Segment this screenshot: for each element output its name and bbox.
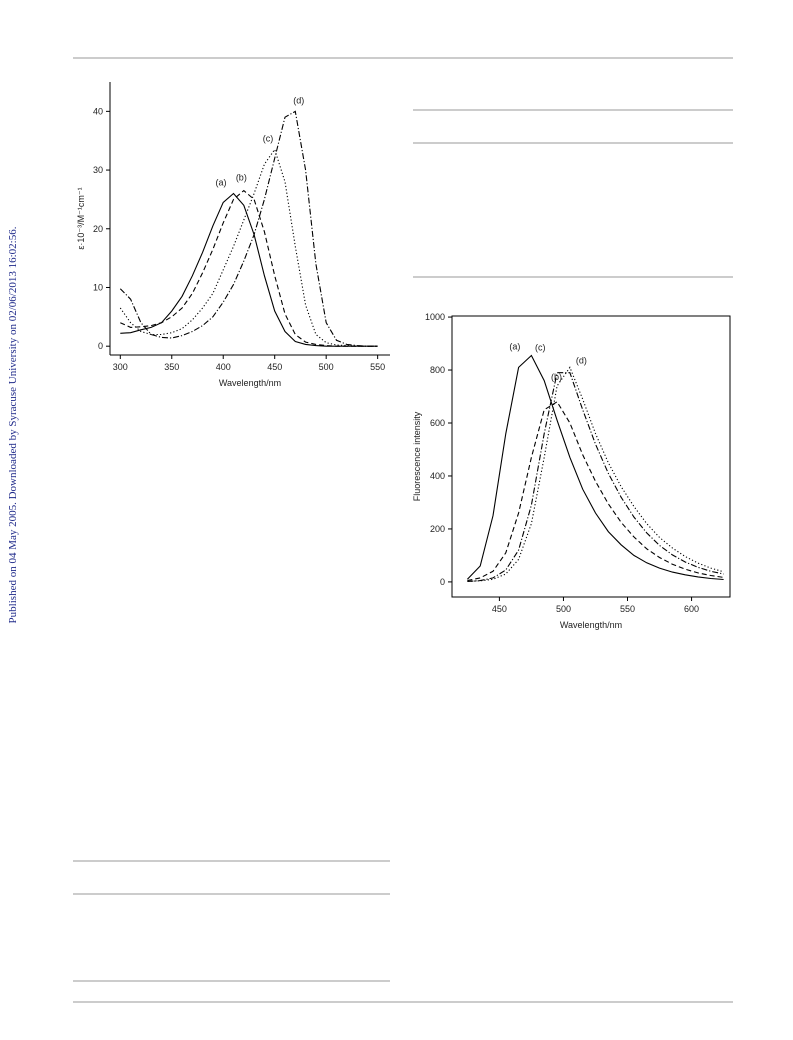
x-tick-label: 500 — [319, 362, 334, 372]
series-line — [467, 354, 724, 581]
series-label: (d) — [293, 95, 304, 105]
y-tick-label: 20 — [93, 224, 103, 234]
series-line — [119, 148, 378, 347]
series-line — [467, 366, 724, 582]
y-tick-label: 1000 — [425, 312, 445, 322]
x-tick-label: 450 — [267, 362, 282, 372]
series-label: (b) — [236, 173, 247, 183]
series-label: (a) — [216, 178, 227, 188]
y-tick-label: 800 — [430, 365, 445, 375]
series-line — [467, 401, 724, 582]
y-tick-label: 400 — [430, 471, 445, 481]
x-axis-label: Wavelength/nm — [219, 378, 281, 388]
series-line — [467, 372, 724, 582]
watermark: Published on 04 May 2005. Downloaded by … — [7, 226, 19, 623]
y-tick-label: 0 — [440, 577, 445, 587]
x-tick-label: 600 — [684, 604, 699, 614]
y-tick-label: 30 — [93, 165, 103, 175]
series-label: (a) — [509, 341, 520, 351]
x-tick-label: 550 — [370, 362, 385, 372]
series-label: (c) — [535, 343, 546, 353]
series-line — [119, 110, 378, 347]
y-tick-label: 200 — [430, 524, 445, 534]
x-axis-label: Wavelength/nm — [560, 620, 622, 630]
x-tick-label: 400 — [216, 362, 231, 372]
x-tick-label: 550 — [620, 604, 635, 614]
x-tick-label: 350 — [164, 362, 179, 372]
series-line — [120, 189, 378, 347]
y-tick-label: 600 — [430, 418, 445, 428]
series-label: (c) — [263, 134, 274, 144]
series-label: (d) — [576, 355, 587, 365]
x-tick-label: 300 — [113, 362, 128, 372]
y-tick-label: 40 — [93, 106, 103, 116]
y-tick-label: 10 — [93, 282, 103, 292]
y-tick-label: 0 — [98, 341, 103, 351]
plot-frame — [451, 315, 731, 598]
series-label: (b) — [551, 372, 562, 382]
y-axis-label: ε·10⁻³/M⁻¹cm⁻¹ — [76, 187, 86, 249]
y-axis-label: Fluorescence intensity — [412, 411, 422, 501]
x-tick-label: 450 — [492, 604, 507, 614]
x-tick-label: 500 — [556, 604, 571, 614]
series-line — [120, 192, 378, 347]
